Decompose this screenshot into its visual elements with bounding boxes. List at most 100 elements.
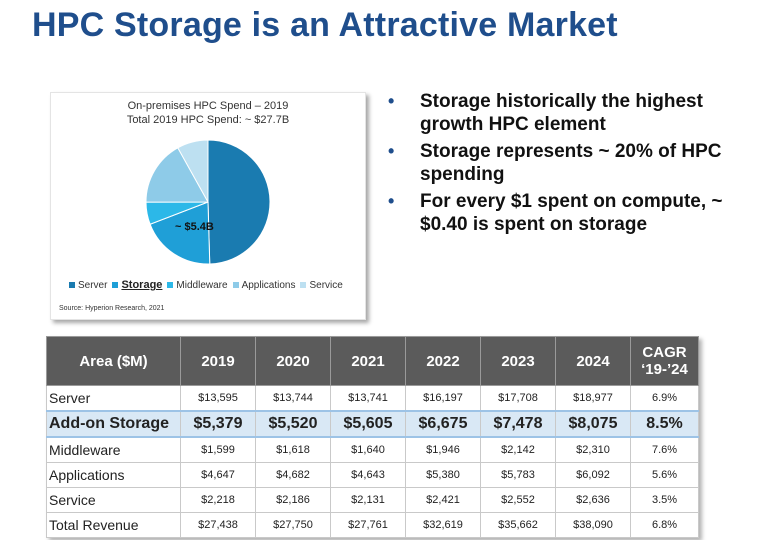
table-cell: $8,075 <box>555 410 631 438</box>
legend-item: Middleware <box>167 280 228 291</box>
bullet-item: • Storage historically the highest growth… <box>388 90 748 136</box>
table-cell: $27,750 <box>255 512 331 538</box>
table-cell: $16,197 <box>405 385 481 412</box>
table-cell: $4,647 <box>180 462 256 488</box>
bullet-marker: • <box>388 141 395 161</box>
header-cagr: CAGR ‘19-’24 <box>630 336 699 386</box>
table-cell: $4,682 <box>255 462 331 488</box>
table-row: Service $2,218 $2,186 $2,131 $2,421 $2,552 $2,… <box>46 487 699 513</box>
table-cell: $2,310 <box>555 436 631 463</box>
pie-slice-service <box>177 139 209 204</box>
table-body: Server $13,595 $13,744 $13,741 $16,197 $17,70… <box>46 385 699 538</box>
pie-legend: Server Storage Middleware Applications Servi… <box>69 279 348 291</box>
header-year: 2020 <box>255 336 331 386</box>
table-cell: $32,619 <box>405 512 481 538</box>
header-year: 2024 <box>555 336 631 386</box>
table-cell: $5,379 <box>180 410 256 438</box>
table-header-row: Area ($M) 2019 2020 2021 2022 2023 2024 … <box>46 336 699 386</box>
table-cell: $7,478 <box>480 410 556 438</box>
table-cell: $2,131 <box>330 487 406 513</box>
legend-item: Applications <box>232 280 296 291</box>
table-cell: $38,090 <box>555 512 631 538</box>
table-cell: $6,675 <box>405 410 481 438</box>
bullet-marker: • <box>388 191 395 211</box>
table-cell: $18,977 <box>555 385 631 412</box>
table-cell: $17,708 <box>480 385 556 412</box>
table-cell: $2,142 <box>480 436 556 463</box>
table-cell: $5,380 <box>405 462 481 488</box>
legend-swatch <box>69 282 75 289</box>
legend-item: Service <box>300 280 343 291</box>
table-cell: $2,421 <box>405 487 481 513</box>
table-cell: $27,438 <box>180 512 256 538</box>
row-area-label: Middleware <box>46 436 181 463</box>
table-cell: $5,605 <box>330 410 406 438</box>
header-cagr-line2: ‘19-’24 <box>641 361 688 378</box>
chart-source: Source: Hyperion Research, 2021 <box>59 305 165 312</box>
legend-label: Middleware <box>176 280 228 291</box>
header-cagr-line1: CAGR <box>642 344 687 361</box>
pie-slice-applications <box>145 147 209 203</box>
table-cell: $2,552 <box>480 487 556 513</box>
cagr-cell: 3.5% <box>630 487 699 513</box>
table-row: Middleware $1,599 $1,618 $1,640 $1,946 $2,142… <box>46 436 699 463</box>
table-row: Applications $4,647 $4,682 $4,643 $5,380 $5,7… <box>46 462 699 488</box>
header-year: 2019 <box>180 336 256 386</box>
bullet-text: Storage represents ~ 20% of HPC spending <box>420 141 722 185</box>
legend-item: Storage <box>112 279 162 291</box>
row-area-label: Add-on Storage <box>46 410 181 438</box>
table-cell: $13,595 <box>180 385 256 412</box>
chart-subtitle: Total 2019 HPC Spend: ~ $27.7B <box>126 114 290 126</box>
pie-chart-card: On-premises HPC Spend – 2019 Total 2019 … <box>50 92 366 320</box>
cagr-cell: 6.8% <box>630 512 699 538</box>
legend-swatch <box>232 282 239 289</box>
table-cell: $2,186 <box>255 487 331 513</box>
table-cell: $2,218 <box>180 487 256 513</box>
cagr-cell: 6.9% <box>630 385 699 412</box>
table-cell: $5,520 <box>255 410 331 438</box>
table-cell: $27,761 <box>330 512 406 538</box>
header-year: 2023 <box>480 336 556 386</box>
table-row: Total Revenue $27,438 $27,750 $27,761 $32,61… <box>46 512 699 538</box>
bullet-marker: • <box>388 91 395 111</box>
table-row: Server $13,595 $13,744 $13,741 $16,197 $17,70… <box>46 385 699 412</box>
legend-label: Applications <box>241 280 296 291</box>
pie-slice-server <box>207 139 271 265</box>
table-cell: $1,946 <box>405 436 481 463</box>
table-cell: $1,640 <box>330 436 406 463</box>
table-cell: $35,662 <box>480 512 556 538</box>
chart-title: On-premises HPC Spend – 2019 <box>127 100 289 112</box>
legend-swatch <box>112 282 119 289</box>
pie-chart <box>145 139 271 265</box>
table-cell: $5,783 <box>480 462 556 488</box>
cagr-cell: 7.6% <box>630 436 699 463</box>
legend-item: Server <box>69 280 107 291</box>
table-cell: $1,599 <box>180 436 256 463</box>
row-area-label: Applications <box>46 462 181 488</box>
table-cell: $6,092 <box>555 462 631 488</box>
table-cell: $13,741 <box>330 385 406 412</box>
table-cell: $1,618 <box>255 436 331 463</box>
header-area: Area ($M) <box>46 336 181 386</box>
legend-swatch <box>167 282 174 289</box>
cagr-cell: 5.6% <box>630 462 699 488</box>
legend-label: Server <box>78 280 108 291</box>
table-row: Add-on Storage $5,379 $5,520 $5,605 $6,675 $7… <box>46 410 699 438</box>
legend-label: Service <box>309 280 343 291</box>
slide-title: HPC Storage is an Attractive Market <box>32 6 618 44</box>
cagr-cell: 8.5% <box>630 410 699 438</box>
table-cell: $4,643 <box>330 462 406 488</box>
legend-label: Storage <box>121 279 163 291</box>
table-cell: $2,636 <box>555 487 631 513</box>
row-area-label: Total Revenue <box>46 512 181 538</box>
bullet-list: • Storage historically the highest growth… <box>388 90 748 240</box>
hpc-spend-table: Area ($M) 2019 2020 2021 2022 2023 2024 … <box>46 336 699 538</box>
bullet-item: • For every $1 spent on compute, ~ $0.40 … <box>388 190 748 236</box>
storage-slice-annotation: ~ $5.4B <box>175 221 214 233</box>
header-year: 2021 <box>330 336 406 386</box>
pie-slice-storage <box>149 201 211 265</box>
legend-swatch <box>300 282 307 289</box>
table-cell: $13,744 <box>255 385 331 412</box>
bullet-text: For every $1 spent on compute, ~ $0.40 i… <box>420 191 723 235</box>
row-area-label: Server <box>46 385 181 412</box>
